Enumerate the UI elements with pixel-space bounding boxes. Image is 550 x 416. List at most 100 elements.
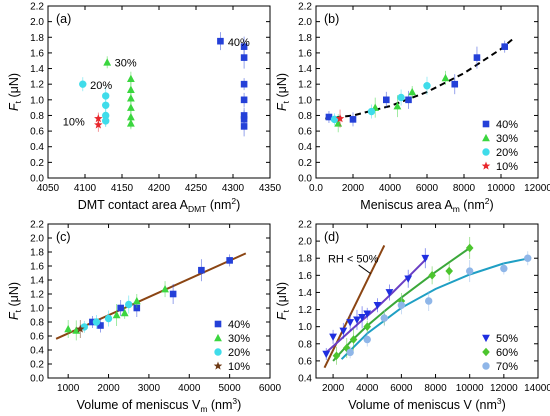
y-axis-label-main: F — [7, 311, 21, 320]
y-tick-label: 1.4 — [298, 64, 312, 75]
x-tick-label: 0.0 — [309, 183, 323, 194]
x-tick-label: 8000 — [453, 183, 476, 194]
legend-label: 40% — [228, 319, 250, 331]
data-point — [501, 43, 508, 50]
y-tick-label: 2.0 — [30, 234, 44, 245]
y-tick-label: 2.0 — [298, 17, 312, 28]
data-point — [353, 316, 361, 324]
y-tick-label: 1.4 — [30, 64, 44, 75]
y-tick-label: 0.0 — [30, 374, 44, 385]
legend-marker — [481, 161, 491, 170]
y-tick-label: 1.2 — [30, 290, 44, 301]
y-tick-label: 0.0 — [30, 174, 44, 185]
y-axis-label: Ft (μN) — [275, 73, 291, 111]
data-point — [329, 333, 337, 342]
y-tick-label: 2.0 — [30, 17, 44, 28]
legend-label: 40% — [496, 119, 518, 131]
data-point — [322, 350, 331, 359]
y-tick-label: 0.0 — [298, 174, 312, 185]
data-point — [240, 123, 248, 130]
x-axis-label-sub: m — [200, 404, 207, 414]
legend-entry: 60% — [482, 347, 518, 359]
y-tick-label: 2.2 — [298, 220, 312, 231]
data-point — [339, 327, 348, 336]
y-axis-label-sub: t — [281, 100, 291, 103]
series-30pct — [103, 56, 135, 130]
plot-frame — [47, 5, 271, 179]
y-tick-label: 1.0 — [30, 95, 44, 106]
annotation-label: 30% — [115, 57, 137, 69]
series-10pct — [76, 320, 85, 338]
x-axis-label-main: DMT contact area A — [78, 198, 189, 212]
data-point — [363, 335, 371, 344]
data-point — [92, 318, 101, 326]
annotation-label: 10% — [63, 117, 85, 129]
y-tick-label: 0.2 — [298, 158, 312, 169]
data-point — [445, 266, 453, 276]
y-tick-label: 0.8 — [30, 111, 44, 122]
data-point — [346, 319, 355, 327]
data-point — [473, 54, 481, 61]
data-point — [126, 74, 135, 83]
x-tick-label: 2000 — [97, 383, 120, 394]
legend-entry: 10% — [213, 361, 250, 373]
y-tick-label: 1.0 — [30, 304, 44, 315]
data-point — [104, 314, 113, 323]
x-tick-label: 4000 — [178, 383, 201, 394]
data-point — [103, 58, 112, 66]
data-point — [330, 115, 339, 124]
data-point — [240, 54, 248, 61]
y-axis-label-main: F — [7, 102, 21, 111]
data-point — [342, 343, 351, 353]
y-tick-label: 1.8 — [298, 33, 312, 44]
x-axis-label: Volume of meniscus V (nm3) — [348, 396, 506, 412]
series-20pct — [79, 77, 110, 127]
data-point — [408, 87, 417, 96]
legend-marker — [482, 334, 490, 343]
panel-label: (d) — [324, 230, 339, 244]
legend-label: 60% — [496, 347, 518, 359]
annotation-label: 20% — [90, 80, 112, 92]
x-tick-label: 6000 — [416, 183, 439, 194]
x-axis-label-sup: 2 — [231, 196, 236, 206]
annotation-label: 40% — [228, 37, 250, 49]
data-point — [76, 324, 85, 333]
y-tick-label: 0.6 — [30, 127, 44, 138]
series-20pct — [330, 76, 431, 126]
y-tick-label: 0.6 — [298, 356, 312, 367]
legend-label: 30% — [496, 133, 518, 145]
plot-frame — [47, 223, 271, 379]
data-point — [367, 107, 376, 116]
series-40pct — [325, 40, 508, 127]
y-tick-label: 0.4 — [30, 346, 44, 357]
legend-marker — [214, 333, 222, 342]
series-50pct — [322, 248, 430, 361]
fit-line-0 — [323, 244, 386, 369]
series-10pct — [335, 109, 345, 128]
data-point — [349, 335, 358, 344]
x-axis-label-sub: DMT — [188, 204, 206, 214]
x-tick-label: 4050 — [37, 183, 60, 194]
x-axis-label: DMT contact area ADMT (nm2) — [78, 196, 241, 214]
y-axis-label: Ft (μN) — [275, 282, 291, 320]
legend-entry: 20% — [214, 347, 250, 359]
data-point — [79, 80, 87, 88]
y-tick-label: 1.0 — [298, 322, 312, 333]
data-point — [451, 80, 459, 88]
y-axis-label: Ft (μN) — [7, 73, 23, 111]
x-axis-label-close: ) — [237, 398, 241, 412]
y-axis-label-sub: t — [13, 100, 23, 103]
data-point — [380, 314, 389, 322]
legend-marker — [214, 348, 222, 356]
data-point — [358, 313, 367, 322]
x-tick-label: 14000 — [524, 383, 550, 394]
y-tick-label: 0.8 — [298, 339, 312, 350]
x-tick-label: 4150 — [111, 183, 134, 194]
y-tick-label: 1.6 — [30, 48, 44, 59]
data-point — [346, 348, 354, 357]
x-tick-label: 10000 — [487, 183, 515, 194]
data-point — [397, 301, 406, 309]
data-point — [335, 114, 345, 123]
legend-entry: 10% — [481, 161, 518, 173]
y-tick-label: 0.2 — [30, 158, 44, 169]
